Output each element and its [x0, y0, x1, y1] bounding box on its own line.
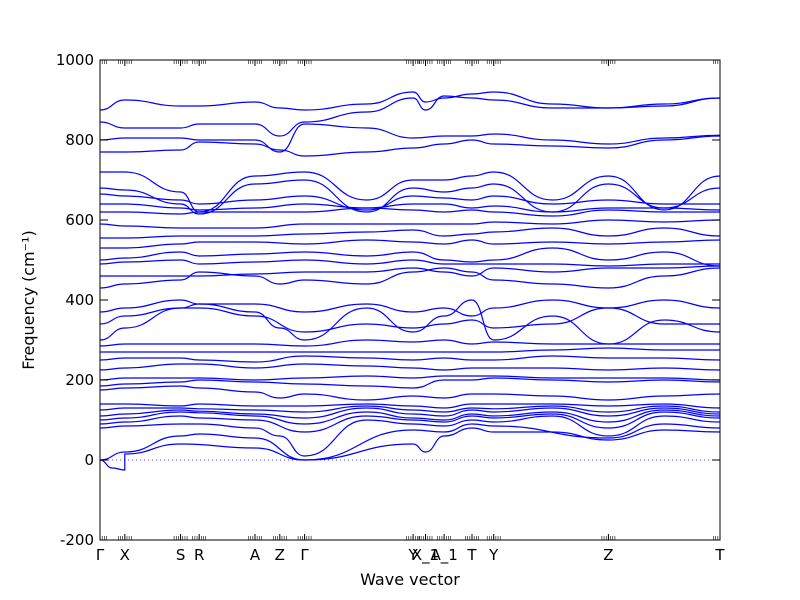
x-tick-label: A [250, 546, 261, 564]
x-tick-label: Z [275, 546, 285, 564]
band-line-9 [99, 385, 721, 401]
band-line-34 [99, 91, 721, 111]
band-line-11 [99, 375, 721, 381]
y-tick-label: 800 [65, 131, 94, 149]
series-layer [99, 91, 721, 471]
band-line-18 [99, 299, 721, 317]
band-line-3 [99, 415, 721, 457]
band-line-21 [99, 259, 720, 267]
band-line-16 [99, 299, 721, 345]
band-line-6 [99, 407, 721, 419]
x-tick-label: Γ [300, 546, 309, 564]
band-line-2 [99, 423, 721, 461]
x-axis-title: Wave vector [360, 570, 460, 589]
band-line-32 [99, 123, 721, 153]
band-line-28 [99, 193, 720, 211]
band-line-19 [99, 267, 721, 289]
band-line-23 [100, 239, 721, 249]
x-tick-label: A_1 [430, 546, 457, 565]
band-line-4 [99, 411, 721, 433]
x-tick-label: Z [603, 546, 613, 564]
band-line-7 [99, 405, 721, 413]
band-line-27 [100, 203, 721, 213]
band-line-12 [99, 363, 721, 371]
x-tick-label: Y [488, 546, 499, 564]
band-line-14 [99, 347, 720, 353]
band-line-8 [99, 403, 721, 409]
band-line-13 [99, 355, 721, 363]
x-tick-label: T [714, 546, 725, 564]
x-tick-label: Y [408, 546, 419, 564]
x-tick-label: X [120, 546, 130, 564]
x-tick-label: T [466, 546, 477, 564]
x-tick-label: R [194, 546, 204, 564]
plot-frame [99, 59, 721, 541]
band-line-17 [99, 307, 720, 333]
band-line-30 [99, 171, 721, 213]
y-axis-title: Frequency (cm⁻¹) [19, 230, 38, 369]
y-tick-label: 400 [65, 291, 94, 309]
band-line-25 [99, 219, 721, 229]
x-tick-label: Γ [96, 546, 105, 564]
y-tick-label: 600 [65, 211, 94, 229]
band-line-1 [99, 427, 721, 471]
band-line-22 [99, 247, 721, 267]
band-line-24 [99, 227, 721, 239]
x-tick-label: X_1 [412, 546, 439, 565]
band-line-31 [99, 135, 721, 157]
band-line-20 [100, 265, 721, 277]
y-tick-label: -200 [60, 531, 94, 549]
y-tick-label: 0 [84, 451, 94, 469]
band-line-10 [99, 377, 721, 389]
x-tick-label: S [176, 546, 186, 564]
band-line-29 [99, 179, 721, 215]
y-tick-label: 200 [65, 371, 94, 389]
band-line-5 [99, 409, 721, 425]
band-line-26 [100, 207, 720, 217]
y-tick-label: 1000 [56, 51, 94, 69]
band-line-15 [99, 339, 720, 347]
band-line-33 [99, 95, 721, 137]
